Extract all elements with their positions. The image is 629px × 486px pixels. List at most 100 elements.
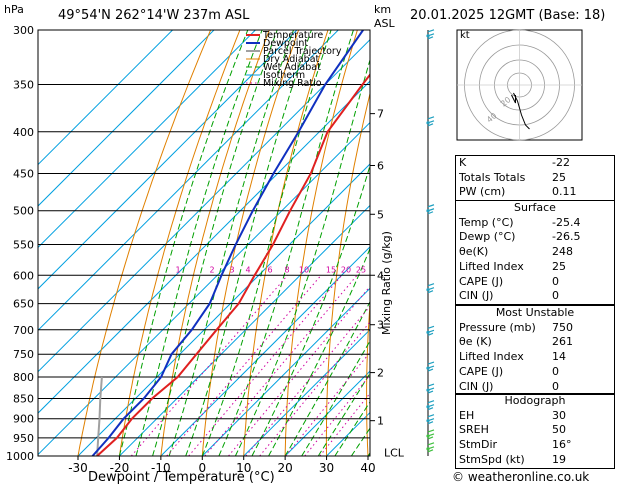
wind-barb — [427, 400, 435, 411]
wind-barb — [427, 204, 435, 215]
surface-row: CIN (J) 0 — [456, 289, 614, 304]
hodograph-ring-label: 20 — [499, 95, 513, 108]
hodograph-stat-label: EH — [459, 408, 475, 422]
temp-tick-label: 0 — [198, 461, 206, 475]
hodograph-stat-value: 50 — [552, 423, 566, 437]
surface-label: CIN (J) — [459, 289, 494, 303]
surface-label: Lifted Index — [459, 259, 524, 273]
legend-entry: Dewpoint — [263, 38, 308, 49]
location-title: 49°54'N 262°14'W 237m ASL — [58, 8, 250, 23]
wet-adiabat-line — [268, 247, 370, 456]
index-row: PW (cm) 0.11 — [456, 185, 614, 200]
mixing-ratio-label: 15 — [326, 265, 336, 274]
legend-entry: Dry Adiabat — [263, 54, 320, 65]
most-unstable-label: θe (K) — [459, 335, 492, 349]
most-unstable-value: 750 — [552, 320, 573, 334]
most-unstable-row: Lifted Index 14 — [456, 350, 614, 365]
temp-tick-label: -10 — [151, 461, 171, 475]
isotherm-line — [201, 287, 370, 456]
temp-tick-label: -30 — [68, 461, 88, 475]
most-unstable-row: CAPE (J) 0 — [456, 365, 614, 380]
asl-label: ASL — [374, 17, 395, 30]
hodograph-ring-label: 40 — [485, 111, 499, 124]
km-tick-label: 6 — [377, 160, 384, 173]
index-value: -22 — [552, 156, 570, 169]
mixing-ratio-line — [259, 321, 370, 456]
most-unstable-row: CIN (J) 0 — [456, 380, 614, 395]
pressure-tick-label: 650 — [13, 298, 34, 311]
mixing-ratio-line — [188, 274, 343, 456]
mixing-ratio-label: 10 — [299, 265, 309, 274]
surface-row: Dewp (°C) -26.5 — [456, 230, 614, 245]
index-value: 25 — [552, 170, 566, 184]
isotherm-line — [38, 121, 370, 456]
pressure-tick-label: 450 — [13, 167, 34, 180]
wind-barb — [427, 116, 435, 127]
lcl-label: LCL — [384, 446, 405, 459]
hodograph-stat-value: 30 — [552, 408, 566, 422]
copyright-footer: © weatheronline.co.uk — [452, 470, 590, 484]
hodograph-stat-label: StmDir — [459, 438, 498, 452]
km-label: km — [374, 3, 392, 16]
isotherm-line — [38, 39, 370, 373]
most-unstable-label: Lifted Index — [459, 350, 524, 364]
hodograph-title: Hodograph — [504, 394, 566, 407]
most-unstable-row: Pressure (mb) 750 — [456, 321, 614, 336]
mixing-ratio-line — [204, 274, 358, 456]
wind-barb-dot — [426, 434, 430, 438]
wind-barb-dot — [426, 34, 430, 38]
pressure-tick-label: 350 — [13, 79, 34, 92]
temperature-line — [96, 73, 370, 456]
temp-tick-label: 30 — [319, 461, 334, 475]
plot-area — [38, 30, 629, 456]
hodograph-stat-label: SREH — [459, 423, 489, 437]
km-tick-label: 1 — [377, 415, 384, 428]
mixing-ratio-label: 25 — [356, 265, 366, 274]
wind-barb — [427, 29, 435, 40]
hodograph-stat-row: StmDir 16° — [456, 438, 614, 453]
wind-barb-dot — [426, 419, 430, 423]
pressure-tick-label: 600 — [13, 269, 34, 282]
mixing-ratio-label: 3 — [229, 265, 234, 274]
most-unstable-value: 0 — [552, 364, 559, 378]
hodograph-table: Hodograph EH 30 SREH 50 StmDir 16° StmSpd (kt)… — [455, 393, 615, 469]
hodograph-stat-row: SREH 50 — [456, 423, 614, 438]
pressure-tick-label: 850 — [13, 392, 34, 405]
wind-barb — [427, 325, 435, 336]
mixing-ratio-line — [285, 351, 370, 456]
surface-row: Temp (°C) -25.4 — [456, 216, 614, 231]
dry-adiabat-line — [616, 30, 629, 456]
index-label: K — [459, 156, 467, 169]
wind-barb-dot — [426, 388, 430, 392]
wind-barb-dot — [426, 121, 430, 125]
most-unstable-value: 14 — [552, 350, 566, 364]
x-axis-label: Dewpoint / Temperature (°C) — [88, 470, 275, 485]
pressure-unit-label: hPa — [4, 3, 24, 16]
hodograph-trace — [511, 94, 516, 104]
surface-table: Surface Temp (°C) -25.4 Dewp (°C) -26.5 θe(K… — [455, 200, 615, 305]
pressure-tick-label: 800 — [13, 371, 34, 384]
pressure-tick-label: 750 — [13, 348, 34, 361]
km-tick-label: 3 — [377, 319, 384, 332]
isotherm-line — [77, 163, 370, 456]
wind-barb-dot — [426, 366, 430, 370]
pressure-tick-label: 500 — [13, 205, 34, 218]
dry-adiabat-line — [406, 30, 446, 456]
legend-entry: Mixing Ratio — [263, 78, 322, 89]
most-unstable-row: θe (K) 261 — [456, 335, 614, 350]
most-unstable-label: CAPE (J) — [459, 364, 504, 378]
isotherm-line — [243, 329, 370, 456]
pressure-tick-label: 950 — [13, 432, 34, 445]
wind-barb-dot — [426, 405, 430, 409]
wind-barb — [427, 383, 435, 394]
mixing-ratio-label: 4 — [245, 265, 250, 274]
legend-entry: Wet Adiabat — [263, 62, 321, 73]
isotherm-line — [38, 30, 339, 331]
pressure-tick-label: 900 — [13, 413, 34, 426]
isotherm-line — [38, 30, 256, 249]
index-row: K -22 — [456, 156, 614, 171]
hodograph-stat-value: 19 — [552, 452, 566, 466]
wind-barb-dot — [426, 288, 430, 292]
surface-value: 0 — [552, 274, 559, 288]
km-tick-label: 2 — [377, 367, 384, 380]
